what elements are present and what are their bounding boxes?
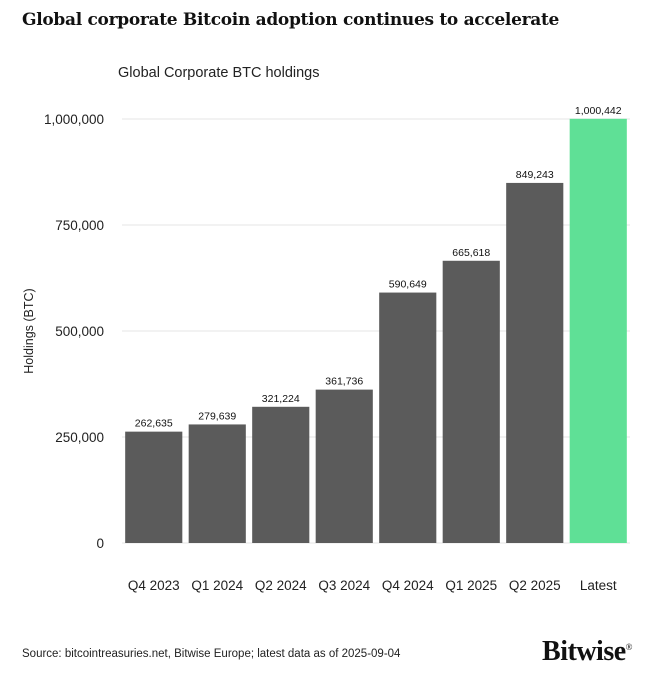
bar — [188, 424, 246, 543]
bar-value-label: 262,635 — [135, 418, 173, 430]
x-tick-label: Q4 2023 — [128, 578, 180, 593]
bar — [252, 406, 310, 543]
bar — [379, 292, 437, 543]
y-tick-label: 0 — [96, 536, 104, 551]
y-axis-label: Holdings (BTC) — [22, 288, 36, 373]
bar — [315, 389, 373, 543]
bar — [125, 431, 183, 543]
bitwise-logo: Bitwise® — [542, 636, 632, 668]
registered-mark: ® — [625, 642, 633, 652]
y-tick-label: 750,000 — [55, 218, 104, 233]
y-axis-ticks: 0 250,000 500,000 750,000 1,000,000 — [44, 112, 104, 551]
bar-value-label: 321,224 — [262, 393, 300, 405]
bar — [506, 182, 564, 544]
bar-value-label: 1,000,442 — [575, 105, 622, 117]
bar — [569, 118, 627, 543]
bar-value-label: 665,618 — [452, 247, 490, 259]
bar-value-label: 849,243 — [516, 169, 554, 181]
brand-name: Bitwise — [542, 636, 626, 667]
bar-value-label: 361,736 — [325, 376, 363, 388]
bar-value-label: 590,649 — [389, 279, 427, 291]
x-tick-label: Q1 2025 — [445, 578, 497, 593]
source-note: Source: bitcointreasuries.net, Bitwise E… — [22, 648, 401, 660]
x-tick-label: Q1 2024 — [191, 578, 243, 593]
chart-title: Global Corporate BTC holdings — [118, 65, 320, 81]
bars — [125, 118, 627, 544]
bar-value-label: 279,639 — [198, 410, 236, 422]
x-tick-label: Q4 2024 — [382, 578, 434, 593]
bar — [442, 260, 500, 543]
chart-headline: Global corporate Bitcoin adoption contin… — [22, 10, 560, 30]
x-tick-label: Q3 2024 — [318, 578, 370, 593]
y-tick-label: 500,000 — [55, 324, 104, 339]
x-tick-label: Q2 2024 — [255, 578, 307, 593]
x-axis-ticks: Q4 2023 Q1 2024 Q2 2024 Q3 2024 Q4 2024 Q1 20… — [128, 578, 617, 593]
x-tick-label: Latest — [580, 578, 617, 593]
x-tick-label: Q2 2025 — [509, 578, 561, 593]
value-labels: 262,635 279,639 321,224 361,736 590,649 665,6… — [135, 105, 622, 430]
y-tick-label: 250,000 — [55, 430, 104, 445]
y-tick-label: 1,000,000 — [44, 112, 104, 127]
